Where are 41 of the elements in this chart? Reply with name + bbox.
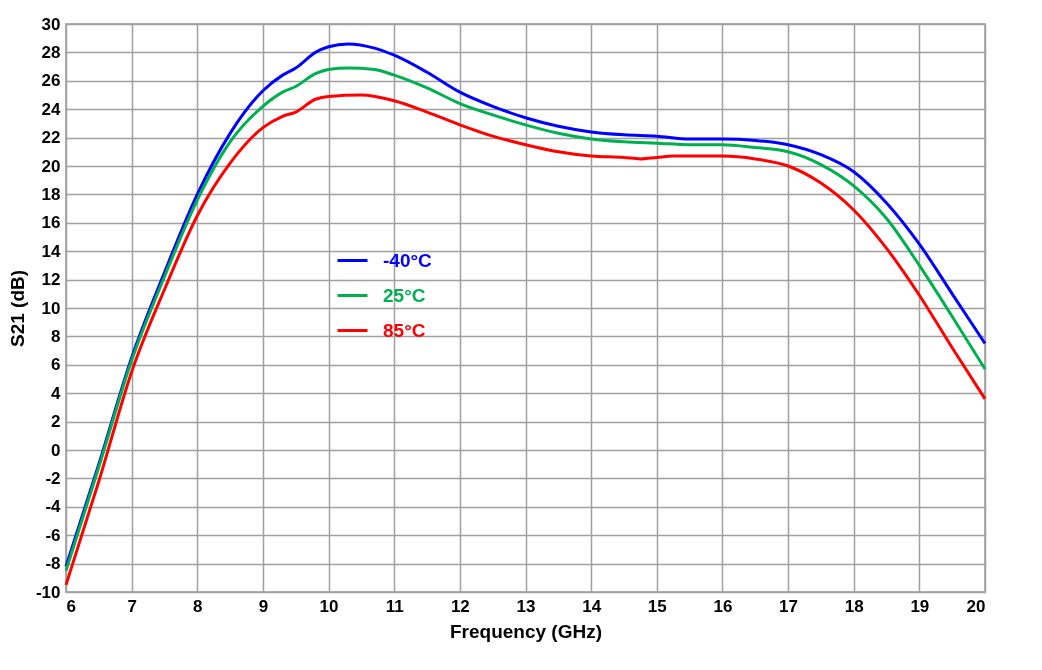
y-tick-label: 18: [41, 184, 61, 204]
y-tick-label: 0: [51, 440, 61, 460]
x-tick-label: 16: [713, 596, 733, 616]
x-tick-label: 15: [647, 596, 667, 616]
x-tick-label: 7: [127, 596, 137, 616]
y-tick-label: 8: [51, 326, 61, 346]
x-tick-label: 11: [385, 596, 404, 616]
y-axis-title: S21 (dB): [6, 269, 28, 348]
legend-label: 85°C: [383, 319, 426, 341]
x-tick-label: 8: [193, 596, 203, 616]
y-tick-label: 24: [41, 99, 62, 119]
x-tick-label: 19: [910, 596, 930, 616]
x-tick-label: 20: [966, 596, 986, 616]
y-tick-label: 6: [51, 355, 61, 375]
y-tick-label: -10: [35, 582, 61, 602]
legend-label: 25°C: [383, 284, 426, 306]
y-tick-label: 16: [41, 213, 61, 233]
y-tick-label: 4: [51, 383, 62, 403]
legend-label: -40°C: [383, 249, 433, 271]
x-axis-title: Frequency (GHz): [449, 620, 603, 642]
x-tick-label: 6: [66, 596, 76, 616]
y-tick-label: -4: [45, 497, 62, 517]
y-tick-label: -8: [45, 554, 61, 574]
y-tick-label: 10: [41, 298, 61, 318]
x-tick-label: 10: [319, 596, 339, 616]
y-tick-label: 30: [41, 14, 61, 34]
y-tick-label: 20: [41, 156, 61, 176]
y-tick-label: -2: [45, 468, 61, 488]
x-tick-label: 14: [582, 596, 602, 616]
y-tick-label: -6: [45, 525, 61, 545]
y-tick-label: 2: [51, 412, 61, 432]
y-tick-label: 12: [41, 270, 61, 290]
y-tick-label: 26: [41, 71, 61, 91]
x-tick-label: 18: [844, 596, 864, 616]
x-tick-label: 12: [450, 596, 470, 616]
x-tick-label: 9: [258, 596, 269, 616]
x-tick-label: 13: [516, 596, 536, 616]
y-tick-label: 14: [41, 241, 62, 261]
y-tick-label: 28: [41, 42, 61, 62]
x-tick-label: 17: [779, 596, 799, 616]
y-tick-label: 22: [41, 128, 61, 148]
